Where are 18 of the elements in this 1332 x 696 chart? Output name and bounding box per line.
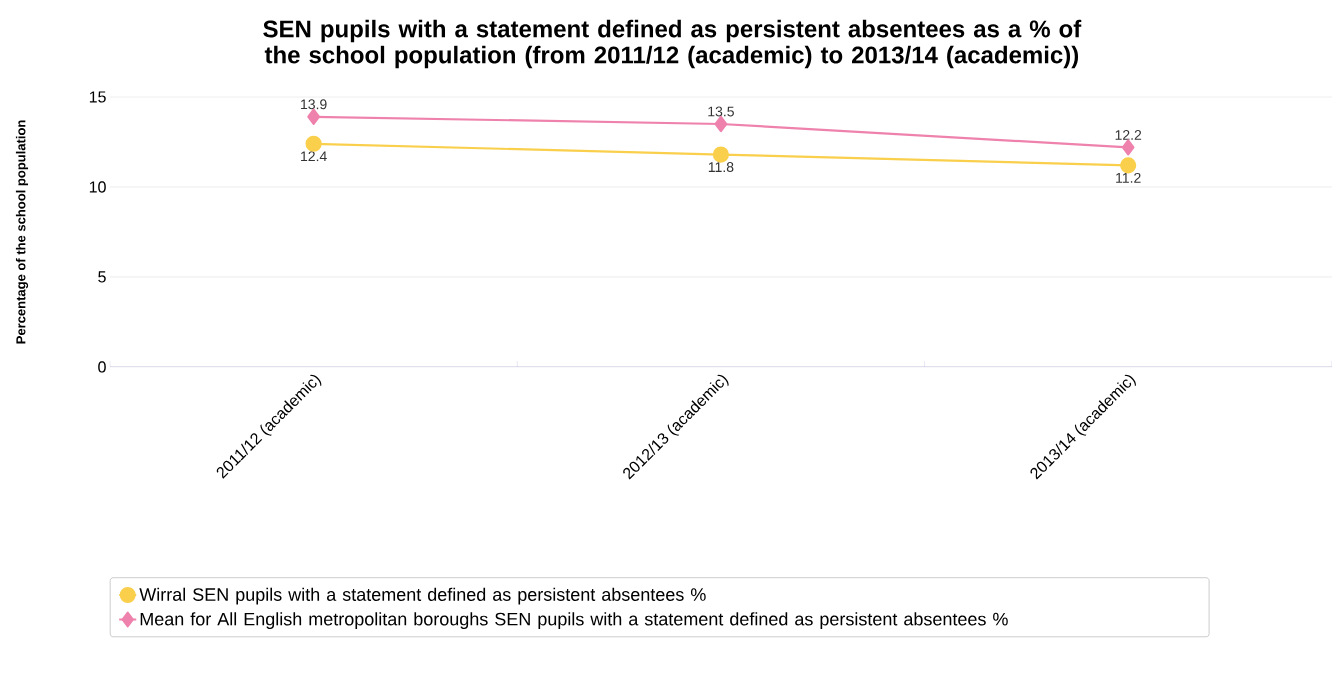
y-tick-label: 10 bbox=[89, 181, 106, 193]
point bbox=[712, 146, 729, 163]
data-label: 12.4 bbox=[301, 151, 327, 162]
data-label: 13.5 bbox=[708, 106, 734, 117]
point bbox=[305, 135, 322, 152]
chart-title: SEN pupils with a statement defined as persistent absentees as a % of the school population (from 2011/12 (academic) to 2013/14 (academic)) bbox=[263, 19, 1082, 69]
y-tick-label: 5 bbox=[98, 271, 106, 283]
data-label: 11.8 bbox=[708, 162, 734, 173]
data-label: 13.9 bbox=[301, 99, 327, 110]
data-label: 12.2 bbox=[1115, 130, 1142, 140]
data-label: 11.2 bbox=[1116, 172, 1141, 183]
y-tick-label: 15 bbox=[89, 91, 106, 103]
y-axis-title: Percentage of the school population bbox=[15, 120, 29, 344]
point bbox=[1121, 139, 1135, 156]
legend-label: Mean for All English metropolitan boroughs SEN pupils with a statement defined as persistent absentees % bbox=[140, 612, 1008, 630]
y-tick-label: 0 bbox=[98, 361, 106, 373]
point bbox=[1120, 157, 1137, 174]
legend-label: Wirral SEN pupils with a statement defined as persistent absentees % bbox=[139, 587, 706, 605]
